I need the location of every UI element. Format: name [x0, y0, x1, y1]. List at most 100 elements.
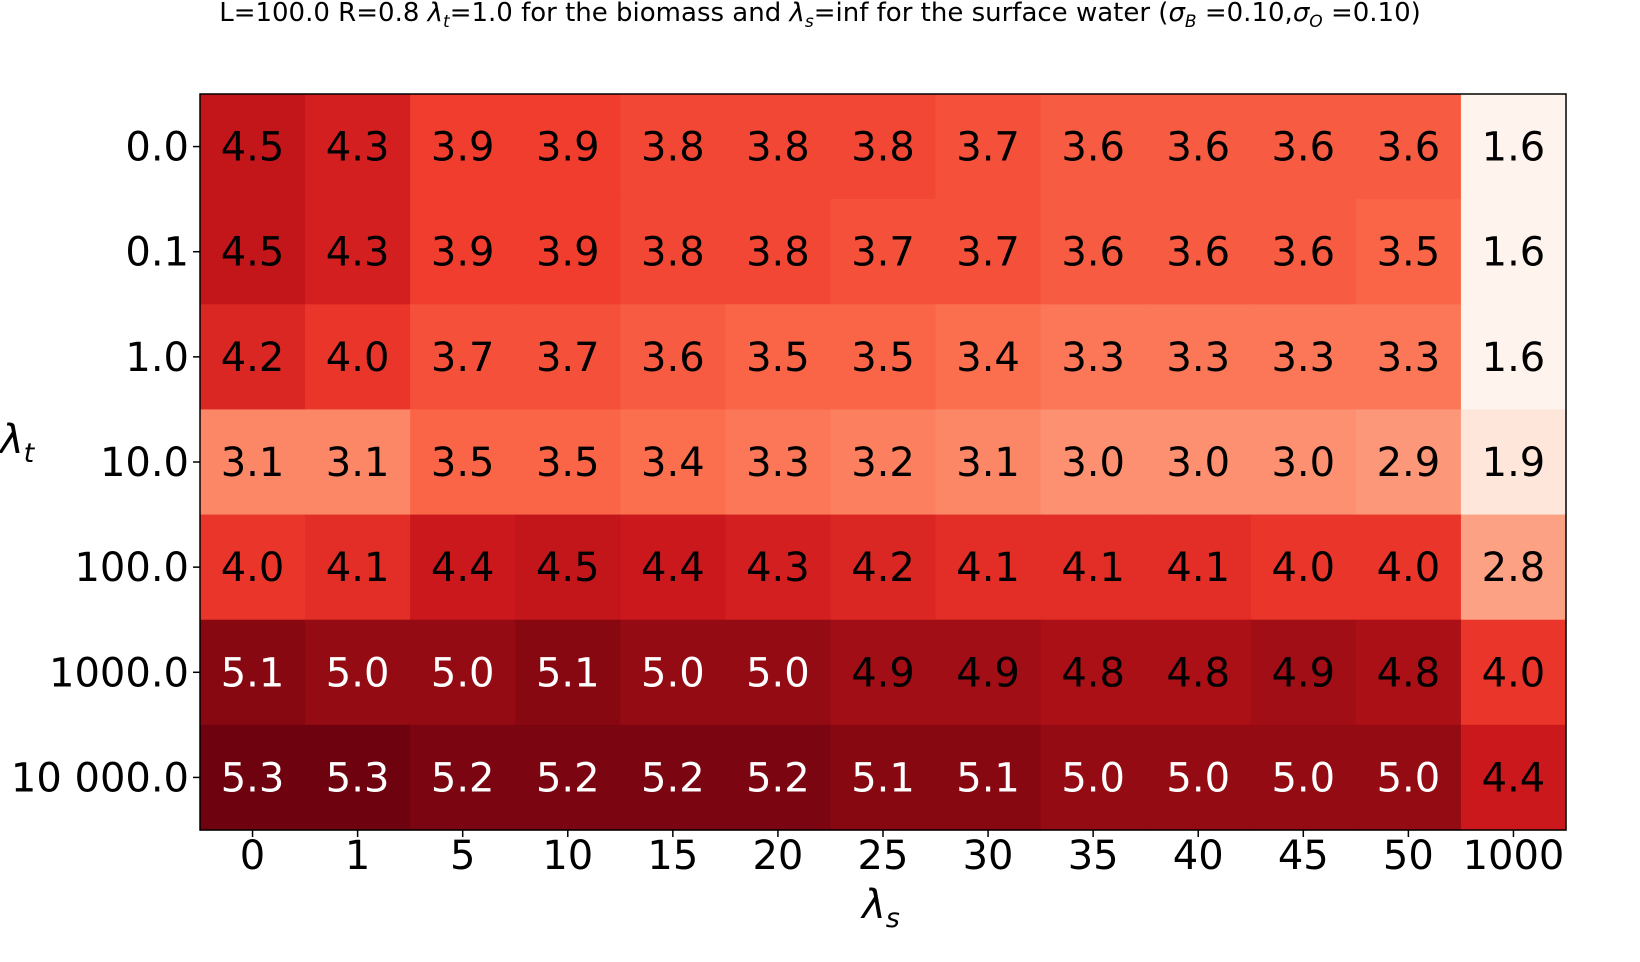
heatmap-cell: [410, 409, 516, 516]
cell-value-label: 3.1: [956, 440, 1020, 486]
cell-value-label: 3.9: [536, 125, 600, 171]
y-axis-ticks: 0.0 0.1 1.0 10.0 100.0 1000.0 10 000.0: [11, 125, 200, 801]
cell-value-label: 3.6: [1377, 125, 1441, 171]
cell-value-label: 3.6: [641, 335, 705, 381]
cell-value-label: 3.6: [1166, 230, 1230, 276]
heatmap-cell: [1145, 619, 1252, 726]
heatmap-cell: [1040, 94, 1147, 200]
heatmap-cell: [830, 514, 937, 621]
heatmap-cell: [1355, 724, 1462, 831]
cell-value-label: 4.5: [221, 125, 285, 171]
heatmap-cell: [200, 199, 306, 305]
heatmap-cell: [1040, 409, 1147, 516]
cell-value-label: 5.3: [221, 755, 285, 801]
cell-value-label: 2.9: [1377, 440, 1441, 486]
heatmap-cell: [515, 409, 621, 516]
cell-value-label: 1.6: [1482, 125, 1546, 171]
cell-value-label: 3.8: [746, 230, 810, 276]
cell-value-label: 3.4: [641, 440, 705, 486]
cell-value-label: 5.1: [956, 755, 1020, 801]
cell-value-label: 3.0: [1271, 440, 1335, 486]
cell-value-label: 4.9: [956, 650, 1020, 696]
cell-value-label: 5.0: [1271, 755, 1335, 801]
cell-value-label: 5.2: [431, 755, 495, 801]
heatmap-cell: [1460, 409, 1567, 516]
cell-value-label: 3.5: [536, 440, 600, 486]
cell-value-label: 5.0: [641, 650, 705, 696]
heatmap-cell: [725, 199, 832, 305]
cell-value-label: 5.2: [746, 755, 810, 801]
cell-value-label: 3.7: [536, 335, 600, 381]
cell-value-label: 4.0: [1271, 545, 1335, 591]
x-tick-label: 50: [1383, 833, 1434, 879]
cell-value-label: 4.4: [641, 545, 705, 591]
cell-value-label: 2.8: [1482, 545, 1546, 591]
cell-value-label: 4.2: [851, 545, 915, 591]
heatmap-cell: [620, 199, 726, 305]
cell-value-label: 3.3: [1377, 335, 1441, 381]
x-tick-label: 35: [1068, 833, 1119, 879]
heatmap-cell: [1250, 409, 1357, 516]
cell-value-label: 5.2: [641, 755, 705, 801]
heatmap-cell: [935, 724, 1042, 831]
heatmap-cell: [1145, 514, 1252, 621]
heatmap-cell: [1355, 409, 1462, 516]
cell-value-label: 3.2: [851, 440, 915, 486]
x-tick-label: 30: [963, 833, 1014, 879]
cell-value-label: 5.1: [221, 650, 285, 696]
cell-value-label: 3.6: [1271, 125, 1335, 171]
heatmap-cell: [935, 514, 1042, 621]
cell-value-label: 3.3: [746, 440, 810, 486]
heatmap-cell: [1040, 724, 1147, 831]
cell-value-label: 3.8: [641, 230, 705, 276]
heatmap-cell: [305, 94, 411, 200]
heatmap-cell: [1460, 304, 1567, 411]
cell-value-label: 3.7: [431, 335, 495, 381]
heatmap-cell: [305, 619, 411, 726]
cell-value-label: 4.3: [326, 125, 390, 171]
heatmap-cell: [1250, 514, 1357, 621]
heatmap-cell: [1145, 409, 1252, 516]
cell-value-label: 3.5: [431, 440, 495, 486]
cell-value-label: 3.6: [1061, 125, 1125, 171]
y-tick-label: 1000.0: [49, 650, 189, 696]
x-axis-label: λs: [860, 882, 900, 934]
cell-value-label: 3.6: [1271, 230, 1335, 276]
heatmap-cell: [1145, 94, 1252, 200]
cell-value-label: 3.3: [1271, 335, 1335, 381]
cell-value-label: 3.4: [956, 335, 1020, 381]
cell-value-label: 5.0: [1377, 755, 1441, 801]
heatmap-cell: [830, 409, 937, 516]
y-tick-label: 0.1: [125, 230, 189, 276]
heatmap-cell: [305, 724, 411, 831]
x-tick-label: 15: [647, 833, 698, 879]
cell-value-label: 3.5: [746, 335, 810, 381]
heatmap-cell: [200, 514, 306, 621]
cell-value-label: 4.1: [1166, 545, 1230, 591]
cell-value-label: 5.3: [326, 755, 390, 801]
cell-value-label: 3.6: [1061, 230, 1125, 276]
cell-value-label: 3.0: [1166, 440, 1230, 486]
cell-value-label: 4.4: [431, 545, 495, 591]
cell-value-label: 4.0: [1482, 650, 1546, 696]
cell-value-label: 3.8: [851, 125, 915, 171]
heatmap-cell: [1460, 619, 1567, 726]
heatmap-cell: [830, 94, 937, 200]
heatmap-cell: [935, 304, 1042, 411]
cell-value-label: 5.0: [326, 650, 390, 696]
cell-value-label: 4.0: [1377, 545, 1441, 591]
heatmap-cell: [1040, 304, 1147, 411]
cell-value-label: 3.5: [1377, 230, 1441, 276]
heatmap-cell: [1145, 724, 1252, 831]
y-tick-label: 0.0: [125, 125, 189, 171]
heatmap-cell: [1040, 514, 1147, 621]
heatmap-cell: [1250, 304, 1357, 411]
heatmap-cell: [305, 514, 411, 621]
heatmap-cell: [1355, 94, 1462, 200]
cell-value-label: 4.3: [746, 545, 810, 591]
x-tick-label: 10: [542, 833, 593, 879]
heatmap-cell: [620, 409, 726, 516]
heatmap-cell: [620, 724, 726, 831]
cell-value-label: 4.8: [1166, 650, 1230, 696]
